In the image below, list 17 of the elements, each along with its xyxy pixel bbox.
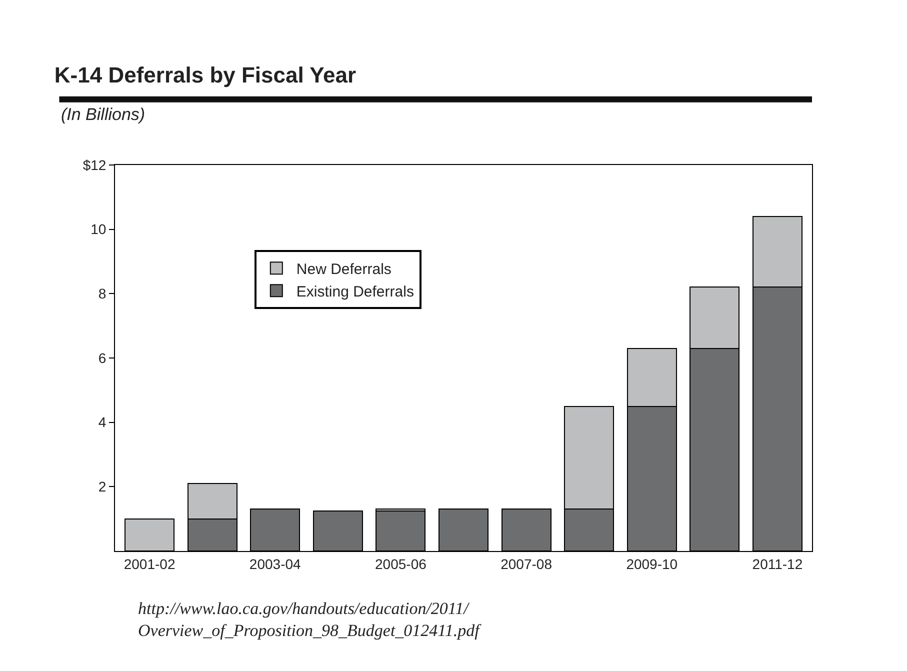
chart-subtitle: (In Billions) [61,105,146,124]
y-tick-label: 4 [98,414,106,430]
y-tick-label: 2 [98,478,106,495]
y-tick-label: 8 [98,286,106,302]
y-tick-label: 10 [90,221,106,238]
y-tick-label: 6 [98,350,106,366]
text: http://www.lao.ca.gov/handouts/education/2011/ Overview_of_Proposition_98_Budget_012411.pdf [138,599,482,640]
x-tick-label: 2005-06 [375,556,427,572]
chart-title: K-14 Deferrals by Fiscal Year [54,62,357,88]
x-tick-label: 2003-04 [249,556,302,572]
x-tick-label: 2009-10 [626,556,678,572]
x-tick-label: 2011-12 [752,556,803,572]
legend-label: Existing Deferrals [296,284,414,301]
y-tick-label: $12 [82,156,106,173]
legend-label: New Deferrals [296,261,392,278]
x-tick-label: 2001-02 [124,556,176,572]
x-tick-label: 2007-08 [500,556,552,572]
